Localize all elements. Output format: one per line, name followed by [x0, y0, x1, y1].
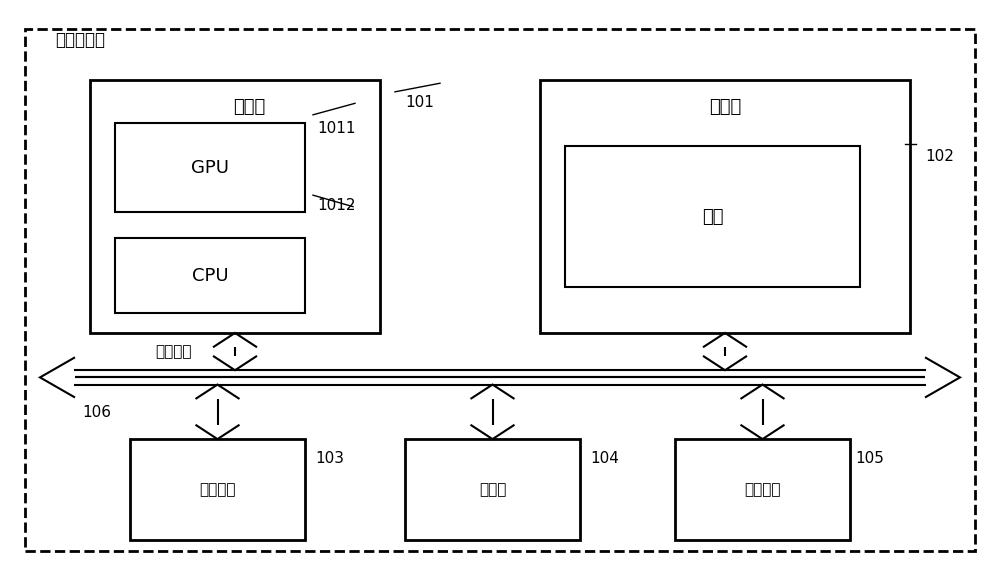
- Bar: [540, 80, 910, 333]
- Text: 101: 101: [405, 95, 434, 110]
- Bar: [565, 146, 860, 287]
- Bar: [130, 439, 305, 540]
- Text: 1011: 1011: [317, 121, 356, 135]
- Bar: [115, 123, 305, 212]
- Bar: [405, 439, 580, 540]
- Text: 通信接口: 通信接口: [199, 482, 236, 497]
- Text: 104: 104: [590, 451, 619, 466]
- Text: 处理器: 处理器: [233, 98, 266, 115]
- Text: 程序: 程序: [702, 208, 723, 226]
- Text: 计算机设备: 计算机设备: [55, 31, 105, 49]
- Text: 通信总线: 通信总线: [155, 344, 192, 359]
- Bar: [115, 238, 305, 313]
- Bar: [675, 439, 850, 540]
- Text: 存储器: 存储器: [709, 98, 741, 115]
- Text: 显示器: 显示器: [479, 482, 506, 497]
- Text: CPU: CPU: [192, 266, 228, 285]
- Text: GPU: GPU: [191, 159, 229, 177]
- Text: 输入单元: 输入单元: [744, 482, 781, 497]
- Bar: [90, 80, 380, 333]
- Text: 106: 106: [82, 405, 111, 420]
- Text: 102: 102: [925, 149, 954, 164]
- Text: 103: 103: [315, 451, 344, 466]
- Text: 1012: 1012: [317, 198, 356, 213]
- Text: 105: 105: [855, 451, 884, 466]
